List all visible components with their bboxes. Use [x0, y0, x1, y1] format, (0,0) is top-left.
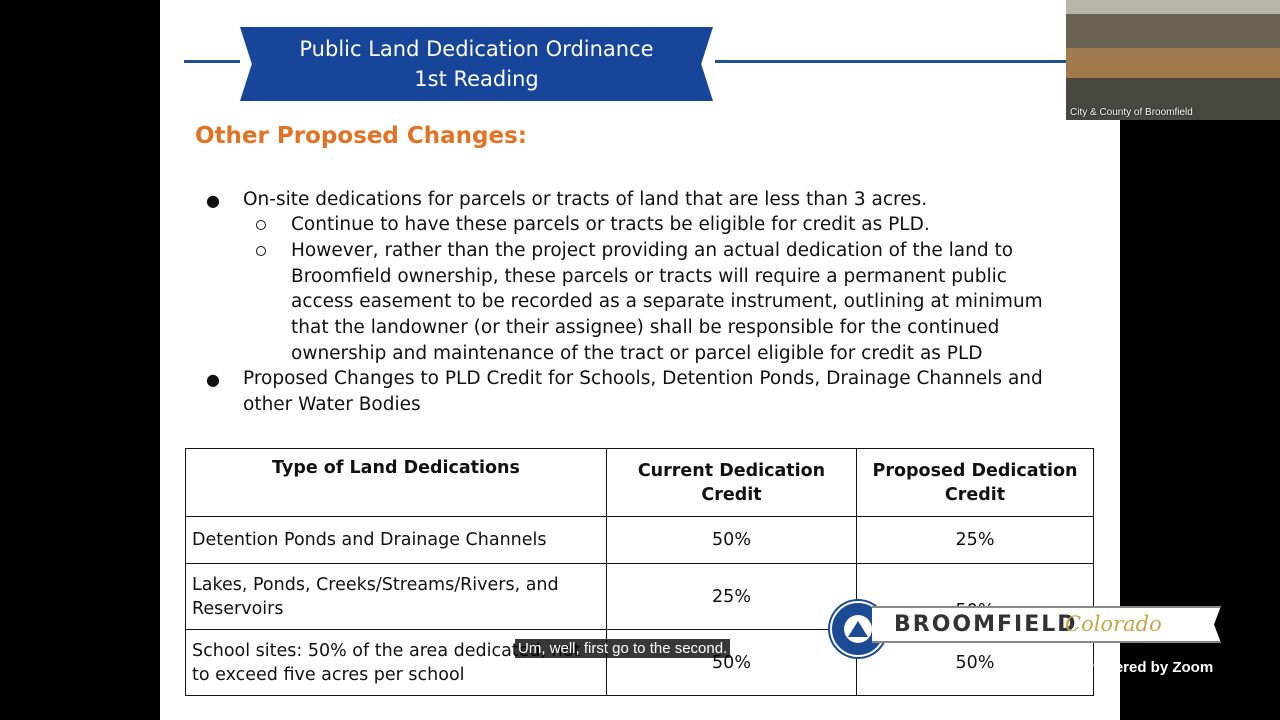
video-label: City & County of Broomfield	[1070, 107, 1193, 118]
logo-wordmark: BROOMFIELD	[894, 612, 1078, 637]
column-header-current: Current Dedication Credit	[606, 448, 857, 517]
mountain-icon	[848, 621, 868, 637]
table-header-row: Type of Land Dedications Current Dedicat…	[185, 448, 1094, 517]
bullet-text-2: Proposed Changes to PLD Credit for Schoo…	[243, 368, 1043, 415]
cell-type: Lakes, Ponds, Creeks/Streams/Rivers, and…	[185, 563, 607, 630]
participant-video-thumbnail[interactable]: City & County of Broomfield	[1066, 0, 1280, 120]
cell-current: 25%	[606, 563, 857, 630]
video-wall	[1066, 14, 1280, 48]
broomfield-logo-bar: BROOMFIELD Colorado	[872, 606, 1221, 643]
logo-script: Colorado	[1065, 612, 1162, 636]
sub-bullet-icon	[256, 220, 266, 230]
banner-rule-left	[184, 60, 240, 63]
cell-proposed: 25%	[856, 516, 1094, 564]
banner-subtitle: 1st Reading	[414, 67, 539, 91]
section-heading: Other Proposed Changes:	[195, 123, 527, 149]
column-header-type: Type of Land Dedications	[185, 448, 607, 517]
bullet-icon: ●	[206, 370, 220, 389]
banner-rule-right	[715, 60, 1120, 63]
video-ceiling	[1066, 0, 1280, 14]
bullet-icon: ●	[206, 191, 220, 210]
banner-title: Public Land Dedication Ordinance	[299, 37, 654, 61]
video-dais	[1066, 48, 1280, 78]
video-floor	[1066, 78, 1280, 120]
sub-bullet-icon	[256, 246, 266, 256]
presentation-slide: Public Land Dedication Ordinance 1st Rea…	[160, 0, 1120, 720]
cell-current: 50%	[606, 516, 857, 564]
table-row: Detention Ponds and Drainage Channels 50…	[185, 516, 1094, 564]
sub-bullet-text-1: Continue to have these parcels or tracts…	[291, 214, 930, 235]
zoom-watermark: Powered by Zoom	[1084, 659, 1214, 676]
title-banner: Public Land Dedication Ordinance 1st Rea…	[240, 27, 713, 101]
dedication-credit-table: Type of Land Dedications Current Dedicat…	[185, 448, 1094, 696]
sub-bullet-text-2: However, rather than the project providi…	[291, 240, 1043, 364]
cell-type: Detention Ponds and Drainage Channels	[185, 516, 607, 564]
closed-caption: Um, well, first go to the second.	[515, 639, 731, 658]
column-header-proposed: Proposed Dedication Credit	[856, 448, 1094, 517]
bullet-text-1: On-site dedications for parcels or tract…	[243, 189, 928, 210]
broomfield-seal-logo	[830, 601, 886, 657]
